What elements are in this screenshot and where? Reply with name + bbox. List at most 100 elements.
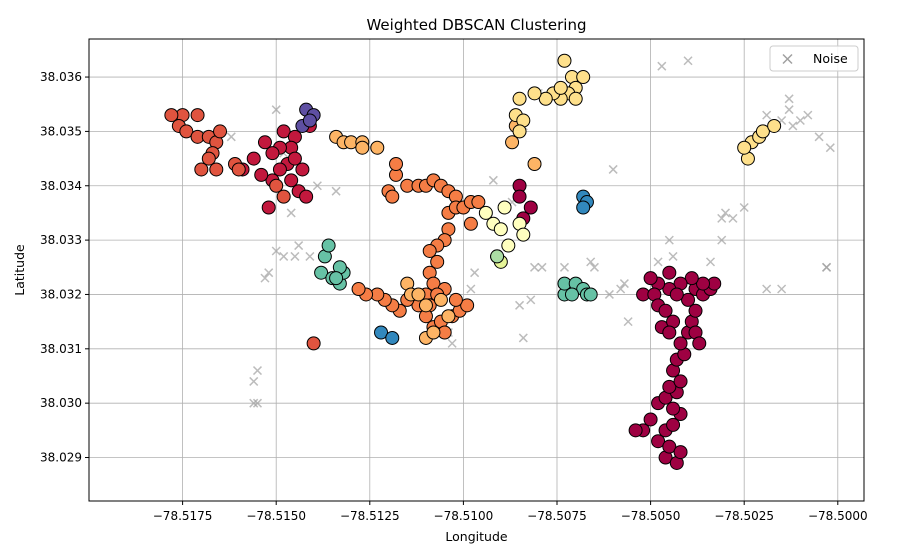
cluster-point <box>512 91 527 106</box>
legend-box <box>769 45 859 72</box>
x-tick-label: −78.5075 <box>527 509 587 523</box>
y-tick-label: 38.029 <box>40 451 82 465</box>
noise-point <box>252 398 263 408</box>
cluster-point <box>299 189 314 204</box>
cluster-point <box>576 200 591 215</box>
cluster-point <box>662 379 677 394</box>
cluster-point <box>628 423 643 438</box>
cluster-point <box>568 91 583 106</box>
y-tick-label: 38.032 <box>40 287 82 301</box>
noise-point <box>537 262 547 272</box>
cluster-point <box>374 325 389 340</box>
noise-point <box>518 333 528 343</box>
cluster-point <box>512 124 527 139</box>
cluster-point <box>463 216 478 231</box>
legend: Noise <box>769 45 859 72</box>
cluster-point <box>418 298 433 313</box>
cluster-point <box>673 336 688 351</box>
cluster-point <box>673 374 688 389</box>
cluster-point <box>164 108 179 123</box>
cluster-point <box>385 189 400 204</box>
chart-title: Weighted DBSCAN Clustering <box>366 16 586 34</box>
noise-point <box>271 246 281 256</box>
noise-point <box>739 202 749 213</box>
data-points <box>164 53 835 470</box>
cluster-point <box>190 108 205 123</box>
y-tick-label: 38.036 <box>40 70 82 84</box>
cluster-point <box>269 178 284 193</box>
cluster-point <box>471 195 486 210</box>
cluster-point <box>385 330 400 345</box>
cluster-point <box>505 135 520 150</box>
cluster-series <box>374 189 594 345</box>
legend-noise-marker <box>782 53 793 65</box>
y-axis-label: Latitude <box>12 244 27 296</box>
noise-point <box>447 338 457 348</box>
noise-point <box>526 295 536 305</box>
cluster-point <box>553 80 568 95</box>
cluster-series <box>164 108 321 351</box>
noise-point <box>717 235 727 245</box>
cluster-point <box>688 303 703 318</box>
noise-point <box>762 110 772 120</box>
noise-point <box>260 273 270 283</box>
noise-point <box>249 398 259 408</box>
cluster-point <box>194 162 209 177</box>
noise-point <box>762 284 772 294</box>
noise-point <box>668 251 678 261</box>
noise-point <box>312 181 322 191</box>
noise-point <box>470 268 480 278</box>
noise-point <box>788 121 798 131</box>
noise-point <box>530 262 540 272</box>
noise-point <box>249 376 259 386</box>
cluster-point <box>254 167 269 182</box>
noise-point <box>814 132 824 142</box>
noise-point <box>664 235 674 245</box>
cluster-point <box>643 412 658 427</box>
noise-point <box>589 262 599 272</box>
cluster-series <box>490 249 505 264</box>
y-tick-label: 38.033 <box>40 233 82 247</box>
noise-point <box>290 251 300 261</box>
cluster-point <box>681 292 696 307</box>
cluster-point <box>284 173 299 188</box>
noise-point <box>683 56 693 66</box>
cluster-point <box>261 200 276 215</box>
noise-point <box>822 262 832 272</box>
cluster-point <box>557 53 572 68</box>
y-tick-label: 38.035 <box>40 124 82 138</box>
x-axis-label: Longitude <box>445 529 507 544</box>
cluster-point <box>662 265 677 280</box>
cluster-point <box>201 151 216 166</box>
cluster-point <box>576 70 591 85</box>
cluster-point <box>669 287 684 302</box>
noise-point <box>825 143 835 153</box>
cluster-point <box>527 157 542 172</box>
cluster-point <box>246 151 261 166</box>
x-tick-label: −78.5100 <box>434 509 494 523</box>
cluster-point <box>737 140 752 155</box>
x-tick-label: −78.5150 <box>246 509 306 523</box>
cluster-point <box>302 113 317 128</box>
cluster-point <box>460 298 475 313</box>
noise-point <box>286 208 296 218</box>
noise-point <box>226 132 236 142</box>
cluster-point <box>433 292 448 307</box>
cluster-point <box>666 401 681 416</box>
cluster-point <box>306 336 321 351</box>
cluster-point <box>329 271 344 286</box>
cluster-point <box>257 135 272 150</box>
noise-point <box>559 262 570 272</box>
noise-point <box>252 366 263 376</box>
y-axis-ticks: 38.029 38.030 38.031 38.032 38.033 38.034 38.0… <box>40 70 89 465</box>
noise-point <box>784 105 794 115</box>
cluster-point <box>516 227 531 242</box>
x-axis-ticks: −78.5175 −78.5150 −78.5125 −78.5100 −78.5075… <box>153 501 868 523</box>
cluster-point <box>231 162 246 177</box>
cluster-point <box>497 200 512 215</box>
noise-point <box>608 164 618 174</box>
cluster-point <box>662 439 677 454</box>
cluster-point <box>658 303 673 318</box>
cluster-point <box>276 124 291 139</box>
